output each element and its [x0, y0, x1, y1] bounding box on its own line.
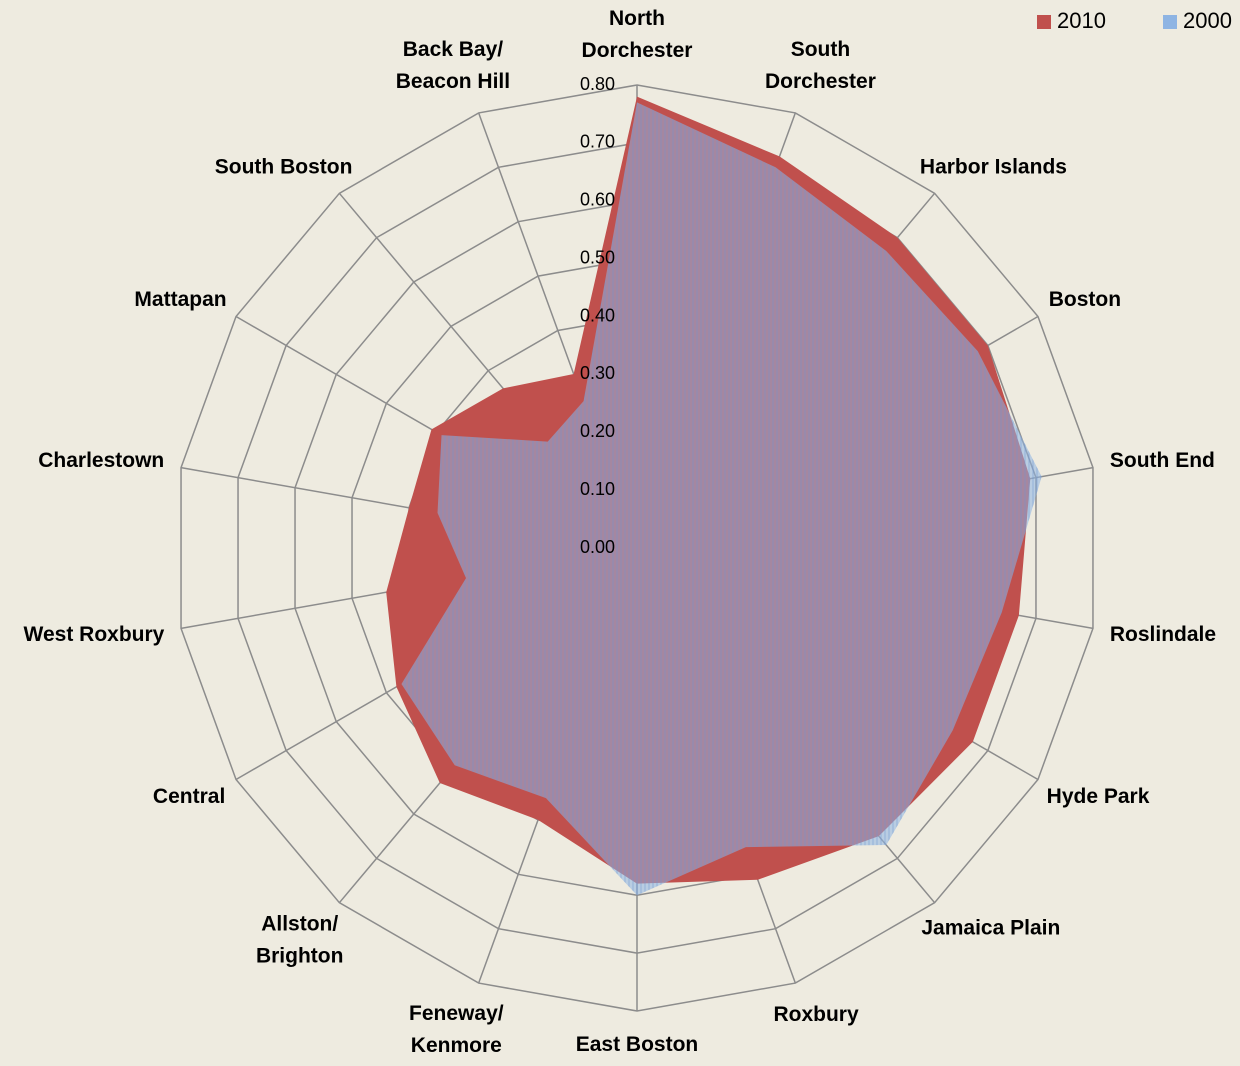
category-label: Allston/ Brighton — [255, 912, 344, 968]
category-label: Mattapan — [134, 287, 227, 311]
y-tick-label: 0.20 — [580, 421, 615, 441]
legend-swatch — [1037, 15, 1051, 29]
radar-area — [401, 102, 1042, 896]
category-label: Charlestown — [38, 449, 165, 473]
y-tick-label: 0.60 — [580, 190, 615, 210]
y-tick-label: 0.80 — [580, 74, 615, 94]
y-tick-label: 0.40 — [580, 305, 615, 325]
y-tick-label: 0.70 — [580, 132, 615, 152]
category-label: South Dorchester — [765, 37, 876, 93]
y-tick-label: 0.30 — [580, 363, 615, 383]
category-label: South End — [1109, 449, 1215, 473]
category-label: Central — [152, 784, 226, 808]
legend-swatch — [1163, 15, 1177, 29]
y-tick-label: 0.10 — [580, 479, 615, 499]
legend-label: 2010 — [1057, 8, 1106, 33]
category-label: North Dorchester — [581, 7, 693, 62]
category-label: Back Bay/ Beacon Hill — [395, 37, 511, 93]
legend-item: 2010 — [1037, 8, 1106, 34]
y-tick-label: 0.00 — [580, 537, 615, 557]
category-label: Boston — [1048, 287, 1122, 311]
category-label: Jamaica Plain — [921, 916, 1061, 940]
category-label: Roslindale — [1109, 622, 1217, 646]
legend-label: 2000 — [1183, 8, 1232, 33]
category-label: Harbor Islands — [919, 155, 1067, 179]
category-label: South Boston — [214, 155, 353, 179]
category-label: Hyde Park — [1046, 784, 1150, 808]
category-label: West Roxbury — [23, 622, 165, 646]
category-label: Feneway/ Kenmore — [409, 1002, 504, 1058]
legend-item: 2000 — [1163, 8, 1232, 34]
category-label: East Boston — [575, 1033, 699, 1056]
y-tick-label: 0.50 — [580, 247, 615, 267]
category-label: Roxbury — [773, 1003, 859, 1027]
